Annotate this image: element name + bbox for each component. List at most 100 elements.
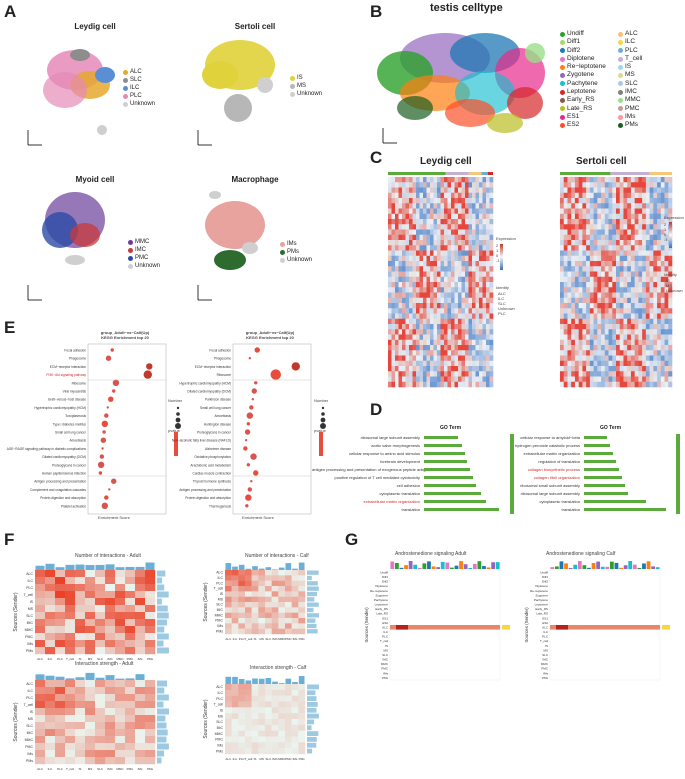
heatmap-cell xyxy=(458,376,462,383)
f-heatmap-cell xyxy=(85,570,96,578)
heatmap-cell xyxy=(458,297,462,304)
heatmap-cell xyxy=(630,245,635,251)
heatmap-cell xyxy=(486,219,490,225)
heatmap-cell xyxy=(468,287,473,293)
legend-label: ALC xyxy=(130,69,142,75)
heatmap-cell xyxy=(574,318,579,325)
heatmap-cell xyxy=(482,198,487,204)
g-row-label: PMs xyxy=(542,676,549,680)
heatmap-cell xyxy=(489,266,494,272)
heatmap-cell xyxy=(440,371,445,377)
macrophage-umap-cluster xyxy=(205,191,265,270)
heatmap-cell xyxy=(391,234,396,241)
heatmap-cell xyxy=(423,355,427,362)
heatmap-cell xyxy=(398,360,403,367)
heatmap-cell xyxy=(627,213,632,220)
f-heatmap-cell xyxy=(231,580,239,587)
f-row-bar xyxy=(157,757,162,764)
heatmap-cell xyxy=(402,297,406,304)
heatmap-cell xyxy=(571,329,576,335)
heatmap-cell xyxy=(601,287,606,293)
heatmap-cell xyxy=(653,182,658,188)
heatmap-cell xyxy=(571,271,576,278)
heatmap-cell xyxy=(395,350,399,356)
heatmap-cell xyxy=(419,187,424,194)
heatmap-cell xyxy=(578,324,583,330)
heatmap-cell xyxy=(567,266,572,272)
heatmap-cell xyxy=(571,240,576,246)
heatmap-cell xyxy=(398,292,403,299)
identity-item: MS xyxy=(666,283,672,288)
f-heatmap-cell xyxy=(135,687,146,695)
f-heatmap-cell xyxy=(278,689,286,696)
heatmap-cell xyxy=(433,203,438,209)
heatmap-cell xyxy=(412,271,417,278)
heatmap-cell xyxy=(578,339,583,346)
f-heatmap-cell xyxy=(231,742,239,749)
f-heatmap-cell xyxy=(115,598,126,606)
heatmap-cell xyxy=(454,192,459,199)
legend-dot xyxy=(618,48,623,54)
heatmap-cell xyxy=(649,371,654,377)
heatmap-cell xyxy=(402,324,406,330)
g-col-bar xyxy=(422,563,427,569)
heatmap-cell xyxy=(560,192,565,199)
heatmap-cell xyxy=(563,318,568,325)
legend-label: Re−leptotene xyxy=(567,63,606,71)
heatmap-cell xyxy=(574,381,579,388)
heatmap-cell xyxy=(440,219,445,225)
heatmap-cell xyxy=(623,303,628,309)
heatmap-cell xyxy=(398,250,403,257)
f-heatmap-cell xyxy=(35,577,46,585)
heatmap-cell xyxy=(616,261,621,267)
f-col-bar xyxy=(238,678,245,684)
heatmap-cell xyxy=(604,192,609,199)
heatmap-cell xyxy=(563,313,568,320)
heatmap-cell xyxy=(472,240,476,246)
legend-item: Diplotene xyxy=(560,55,606,63)
f-col-bar xyxy=(245,680,252,684)
heatmap-cell xyxy=(475,182,480,188)
heatmap-cell xyxy=(630,261,635,267)
heatmap-cell xyxy=(653,339,658,346)
f-heatmap-cell xyxy=(265,748,272,755)
heatmap-cell xyxy=(475,187,480,194)
f-col-bar xyxy=(272,569,278,570)
f-heatmap-cell xyxy=(105,736,116,744)
heatmap-cell xyxy=(391,350,396,356)
f-heatmap-cell xyxy=(135,640,146,648)
heatmap-cell xyxy=(604,334,609,341)
heatmap-cell xyxy=(608,318,613,325)
f-heatmap-cell xyxy=(251,736,259,743)
kegg-term-label: Thyroid hormone synthesis xyxy=(193,480,232,484)
heatmap-cell xyxy=(638,266,643,272)
heatmap-cell xyxy=(437,198,441,204)
heatmap-cell xyxy=(563,381,568,388)
heatmap-cell xyxy=(482,271,487,278)
heatmap-cell xyxy=(627,271,632,278)
heatmap-cell xyxy=(440,250,445,257)
f-heatmap-cell xyxy=(291,730,299,737)
heatmap-cell xyxy=(660,339,665,346)
scale-tick: -1 xyxy=(496,258,500,263)
heatmap-cell xyxy=(479,381,483,388)
f-heatmap-cell xyxy=(265,695,272,702)
heatmap-cell xyxy=(426,229,431,236)
heatmap-cell xyxy=(664,261,669,267)
heatmap-cell xyxy=(416,297,420,304)
legend-label: Unknown xyxy=(297,91,323,97)
heatmap-cell xyxy=(412,282,417,288)
heatmap-cell xyxy=(482,282,487,288)
heatmap-cell xyxy=(454,381,459,388)
heatmap-cell xyxy=(430,208,434,215)
f-row-bar xyxy=(157,619,168,626)
heatmap-cell xyxy=(642,318,647,325)
f-heatmap-cell xyxy=(291,580,299,587)
f-col-label: IMC xyxy=(107,767,113,771)
f-heatmap-cell xyxy=(225,730,232,737)
heatmap-cell xyxy=(642,371,647,377)
heatmap-cell xyxy=(567,192,572,199)
legend-label: Undiff xyxy=(567,30,584,37)
legend-item: ES2 xyxy=(560,121,606,129)
heatmap-cell xyxy=(437,360,441,367)
